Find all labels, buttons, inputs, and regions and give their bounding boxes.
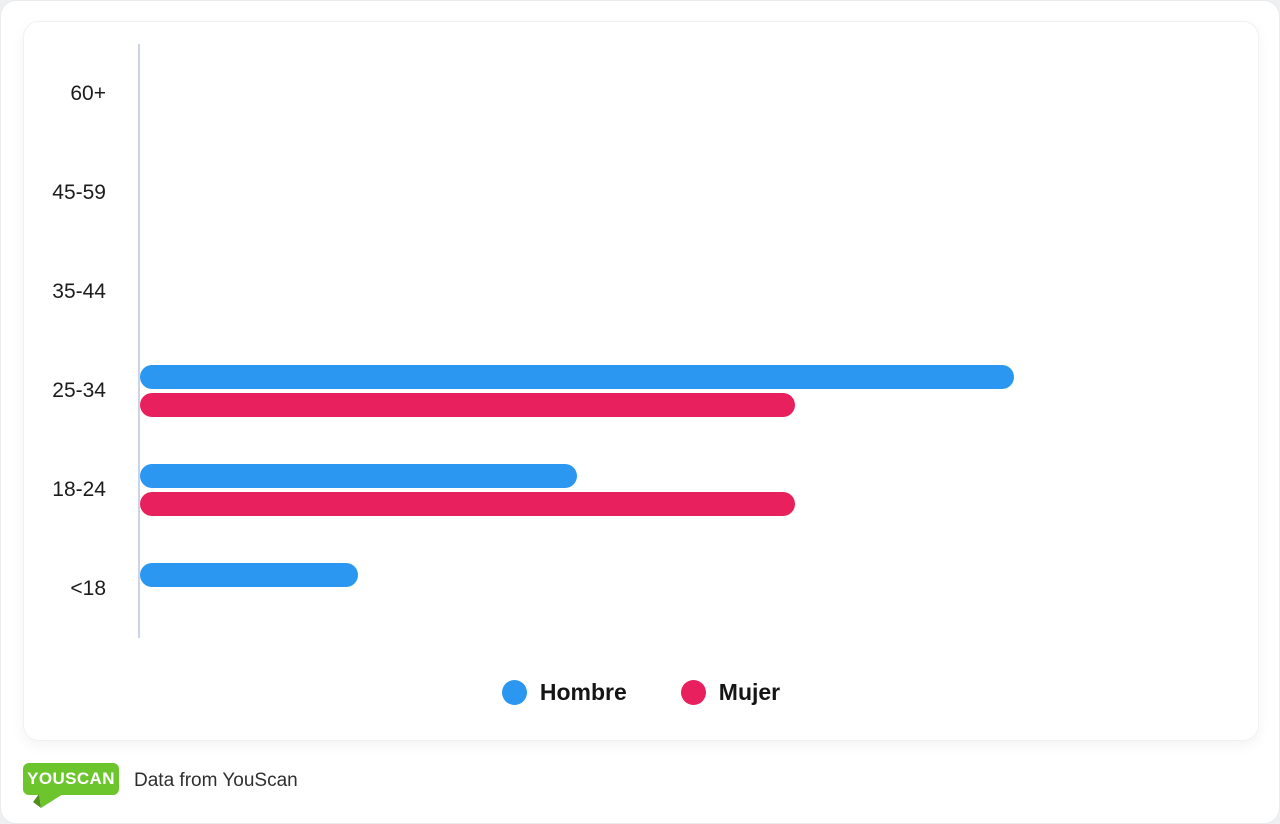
bar-group-25-34: [140, 341, 1232, 440]
chart-card: 60+ 45-59 35-44 25-34 18-24 <18 Hombre Mujer: [23, 21, 1259, 741]
chart-rows: 60+ 45-59 35-44 25-34 18-24 <18: [24, 44, 1232, 638]
bar-group-45-59: [140, 143, 1232, 242]
category-label: <18: [70, 576, 106, 600]
chart-row-18: <18: [24, 539, 1232, 638]
category-label: 35-44: [52, 279, 106, 303]
chart-legend: Hombre Mujer: [24, 670, 1258, 714]
chart-row-18-24: 18-24: [24, 440, 1232, 539]
attribution-footer: YOUSCAN Data from YouScan: [23, 761, 298, 808]
bar-hombre-18-24[interactable]: [140, 463, 577, 488]
legend-item-hombre[interactable]: Hombre: [501, 678, 627, 706]
category-label: 60+: [70, 81, 106, 105]
chart-row-60: 60+: [24, 44, 1232, 143]
legend-label: Mujer: [718, 678, 781, 705]
legend-item-mujer[interactable]: Mujer: [680, 678, 781, 706]
attribution-text: Data from YouScan: [134, 770, 298, 791]
bar-chart: 60+ 45-59 35-44 25-34 18-24 <18: [24, 44, 1232, 638]
chart-row-25-34: 25-34: [24, 341, 1232, 440]
category-label: 45-59: [52, 180, 106, 204]
legend-label: Hombre: [539, 678, 627, 705]
category-label: 25-34: [52, 378, 106, 402]
bar-group-35-44: [140, 242, 1232, 341]
bar-group-18-24: [140, 440, 1232, 539]
bar-hombre-25-34[interactable]: [140, 364, 1014, 389]
youscan-logo: YOUSCAN: [23, 761, 119, 808]
bar-group-18: [140, 539, 1232, 638]
y-axis-line: [138, 44, 140, 638]
legend-dot-icon: [680, 679, 706, 705]
bar-hombre-18[interactable]: [140, 562, 359, 587]
chart-row-45-59: 45-59: [24, 143, 1232, 242]
legend-dot-icon: [501, 679, 527, 705]
bar-mujer-18-24[interactable]: [140, 491, 796, 516]
category-label: 18-24: [52, 477, 106, 501]
youscan-logo-badge: YOUSCAN: [23, 763, 119, 795]
speech-bubble-tail-icon: [33, 794, 63, 808]
chart-row-35-44: 35-44: [24, 242, 1232, 341]
bar-mujer-25-34[interactable]: [140, 392, 796, 417]
bar-group-60: [140, 44, 1232, 143]
